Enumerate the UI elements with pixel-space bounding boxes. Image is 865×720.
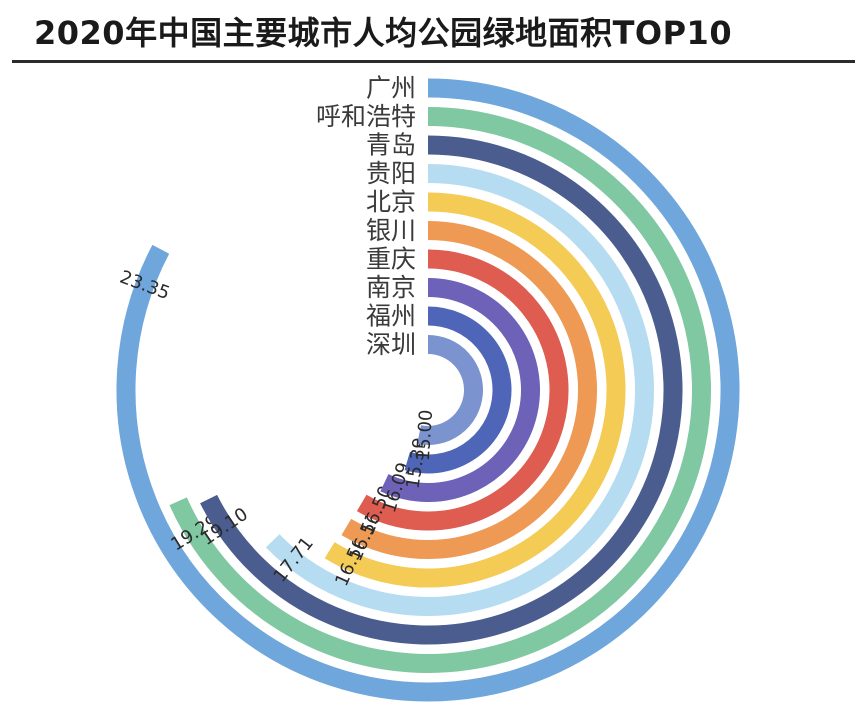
- chart-title: 2020年中国主要城市人均公园绿地面积TOP10: [34, 14, 733, 52]
- arc-bar-8: [380, 278, 540, 502]
- arc-bar-2: [169, 107, 711, 673]
- category-label-9: 福州: [366, 302, 416, 331]
- arc-bar-4: [265, 164, 654, 616]
- category-label-7: 重庆: [366, 245, 416, 274]
- category-label-4: 贵阳: [366, 159, 416, 188]
- arc-bar-3: [200, 135, 683, 645]
- category-label-1: 广州: [366, 74, 416, 103]
- arc-bar-7: [356, 249, 569, 531]
- arc-bar-9: [404, 306, 512, 474]
- category-label-8: 南京: [366, 273, 416, 302]
- category-label-10: 深圳: [366, 330, 416, 359]
- arc-bar-10: [417, 335, 483, 445]
- category-label-3: 青岛: [366, 131, 416, 160]
- arc-bar-6: [341, 221, 597, 559]
- category-label-5: 北京: [366, 188, 416, 217]
- arc-bar-1: [116, 78, 740, 702]
- arc-bar-5: [324, 192, 626, 588]
- title-divider: [12, 60, 855, 63]
- category-label-6: 银川: [366, 216, 416, 245]
- value-label-10: 15.00: [413, 409, 437, 462]
- category-label-2: 呼和浩特: [316, 102, 416, 131]
